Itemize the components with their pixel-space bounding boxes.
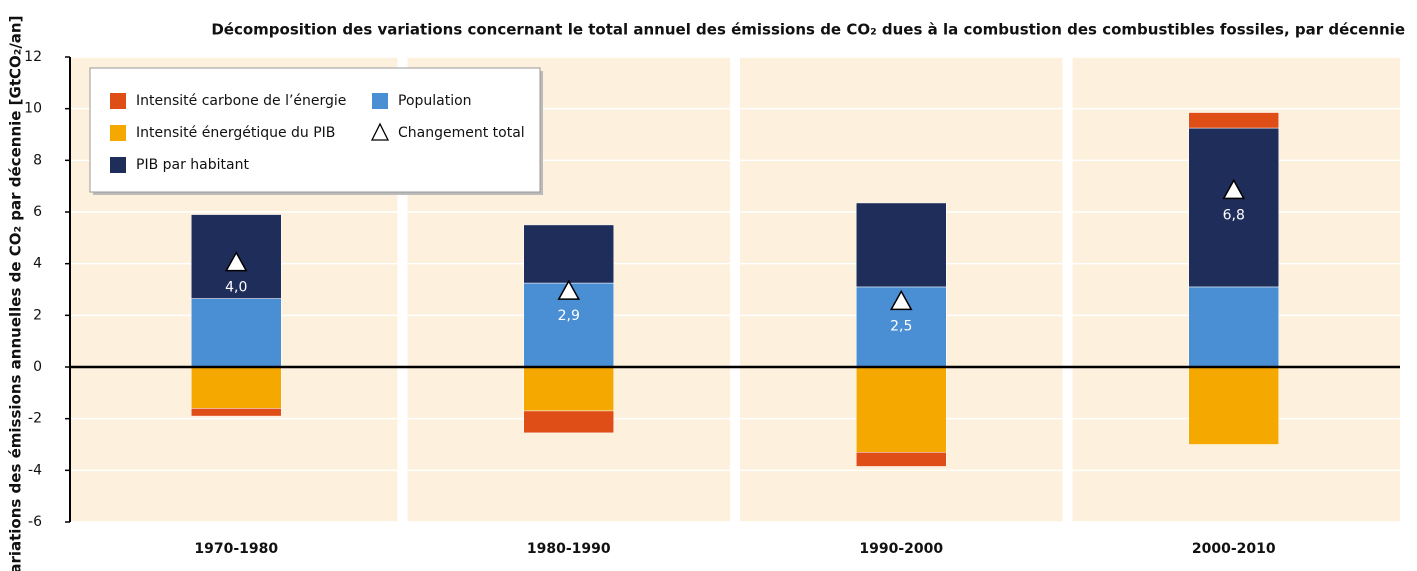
bar-segment [191, 298, 282, 368]
bar-segment [523, 366, 614, 412]
bar-segment [856, 202, 947, 288]
bar-segment [523, 410, 614, 434]
y-tick-label: 10 [24, 101, 42, 117]
total-marker [889, 289, 913, 311]
bar-segment [856, 366, 947, 453]
x-tick-label: 2000-2010 [1192, 541, 1276, 557]
total-marker [224, 251, 248, 272]
legend-label: Changement total [398, 125, 525, 141]
bar-segment [1188, 112, 1279, 129]
legend-total-icon [370, 122, 390, 141]
legend-swatch [110, 125, 126, 141]
total-label: 4,0 [225, 280, 247, 296]
bar-segment [856, 452, 947, 467]
y-tick-label: -4 [28, 462, 42, 478]
legend-label: Population [398, 93, 472, 109]
total-marker [1222, 178, 1246, 200]
y-tick-label: 0 [33, 359, 42, 375]
y-tick-label: -6 [28, 514, 42, 530]
y-tick-label: -2 [28, 411, 42, 427]
legend-box [89, 67, 541, 193]
x-tick-label: 1980-1990 [527, 541, 611, 557]
bar-segment [1188, 127, 1279, 288]
bar-segment [523, 224, 614, 284]
x-tick-label: 1970-1980 [194, 541, 278, 557]
x-tick-label: 1990-2000 [859, 541, 943, 557]
legend-swatch [372, 93, 388, 109]
total-marker [557, 279, 581, 300]
y-tick-label: 12 [24, 49, 42, 65]
y-tick-label: 8 [33, 152, 42, 168]
bar-segment [191, 366, 282, 409]
legend-swatch [110, 93, 126, 109]
bar-segment [191, 408, 282, 417]
y-tick-label: 6 [33, 204, 42, 220]
bar-segment [1188, 286, 1279, 368]
bar-segment [1188, 366, 1279, 445]
chart-title: Décomposition des variations concernant … [211, 21, 1405, 39]
y-axis-label: Variations des émissions annuelles de CO… [7, 16, 25, 571]
legend-label: Intensité carbone de l’énergie [136, 93, 346, 109]
total-label: 2,5 [890, 318, 912, 334]
y-tick-label: 2 [33, 307, 42, 323]
total-label: 2,9 [558, 308, 580, 324]
legend-label: PIB par habitant [136, 157, 249, 173]
legend-label: Intensité énergétique du PIB [136, 125, 335, 141]
legend-swatch [110, 157, 126, 173]
total-label: 6,8 [1223, 207, 1245, 223]
y-tick-label: 4 [33, 256, 42, 272]
